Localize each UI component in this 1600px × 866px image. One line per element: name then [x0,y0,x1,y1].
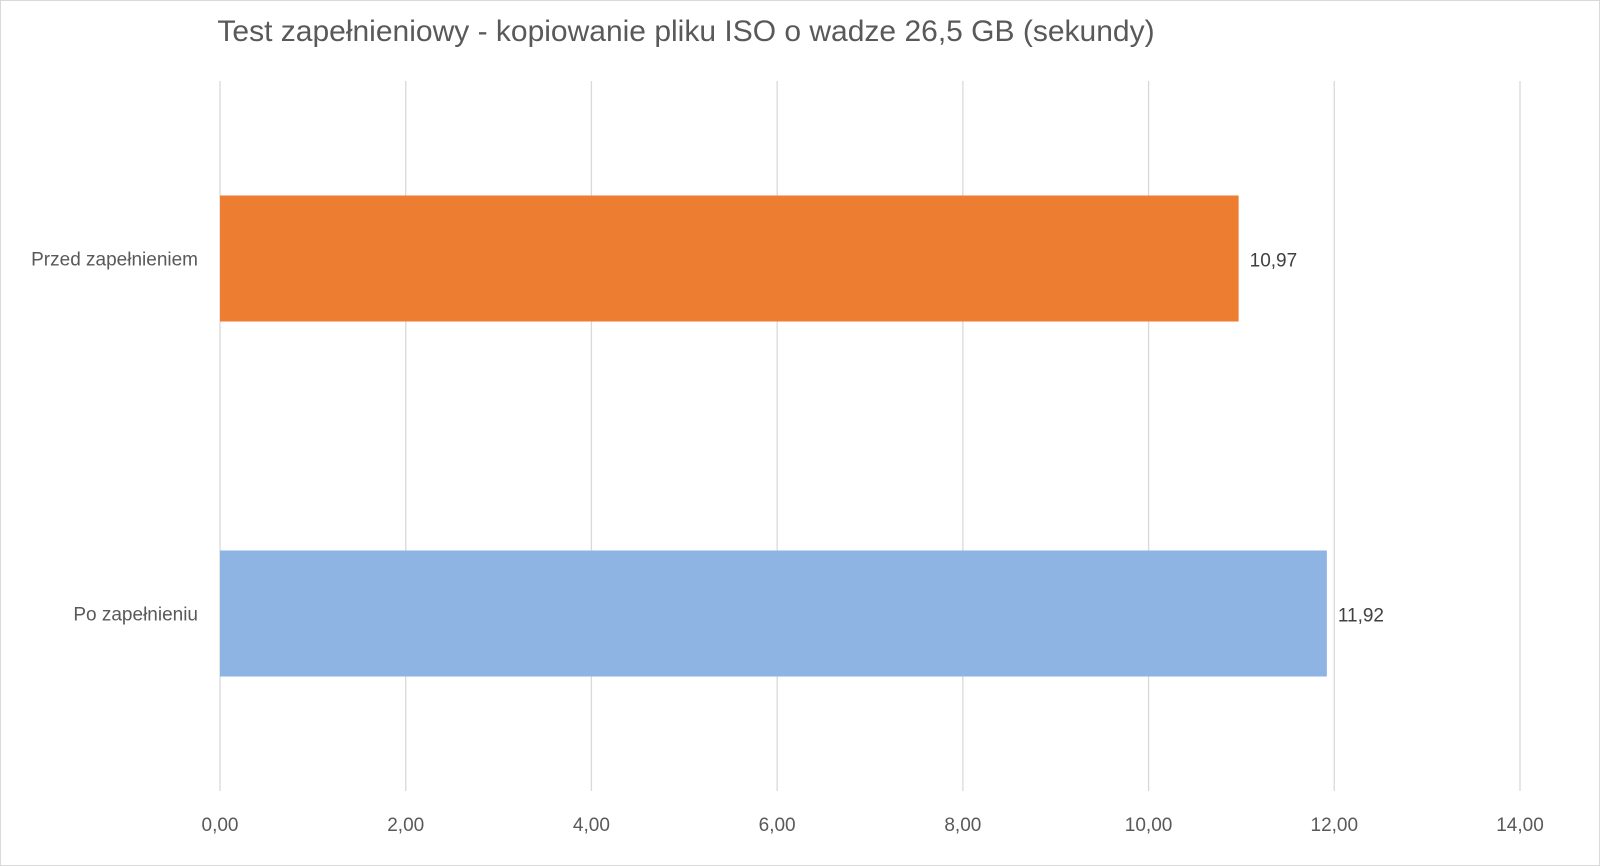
category-label: Po zapełnieniu [73,605,198,626]
chart-title: Test zapełnieniowy - kopiowanie pliku IS… [217,15,1155,48]
bar [220,550,1327,677]
category-label: Przed zapełnieniem [31,250,198,271]
x-tick-label: 4,00 [573,815,610,836]
x-tick-label: 8,00 [944,815,981,836]
x-tick-label: 6,00 [759,815,796,836]
x-tick-label: 14,00 [1496,815,1544,836]
data-label: 11,92 [1338,606,1384,627]
bar [220,195,1239,322]
x-tick-label: 12,00 [1311,815,1359,836]
data-label: 10,97 [1250,251,1298,272]
x-tick-label: 2,00 [387,815,424,836]
x-tick-label: 10,00 [1125,815,1173,836]
x-tick-label: 0,00 [202,815,239,836]
